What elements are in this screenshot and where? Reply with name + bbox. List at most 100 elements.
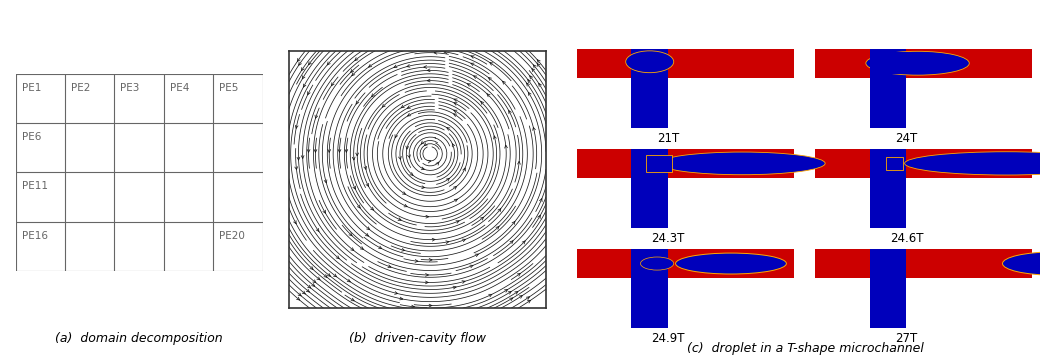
FancyArrowPatch shape bbox=[504, 290, 507, 292]
FancyArrowPatch shape bbox=[456, 221, 459, 223]
FancyArrowPatch shape bbox=[308, 92, 310, 95]
FancyArrowPatch shape bbox=[474, 76, 477, 79]
FancyArrowPatch shape bbox=[538, 60, 540, 63]
FancyArrowPatch shape bbox=[332, 83, 334, 86]
FancyArrowPatch shape bbox=[351, 248, 354, 251]
FancyArrowPatch shape bbox=[294, 221, 296, 224]
FancyArrowPatch shape bbox=[528, 92, 531, 95]
FancyArrowPatch shape bbox=[454, 114, 457, 117]
Ellipse shape bbox=[626, 51, 674, 73]
FancyArrowPatch shape bbox=[310, 266, 313, 269]
FancyArrowPatch shape bbox=[528, 80, 530, 83]
Ellipse shape bbox=[659, 152, 825, 175]
FancyArrowPatch shape bbox=[296, 297, 299, 300]
Text: (b)  driven-cavity flow: (b) driven-cavity flow bbox=[349, 332, 486, 345]
Ellipse shape bbox=[640, 257, 674, 270]
FancyArrowPatch shape bbox=[302, 76, 304, 79]
Text: PE11: PE11 bbox=[22, 181, 47, 191]
Text: 24.3T: 24.3T bbox=[651, 232, 685, 245]
Bar bbox=[815, 49, 1032, 78]
FancyArrowPatch shape bbox=[510, 241, 513, 244]
FancyArrowPatch shape bbox=[298, 293, 301, 296]
FancyArrowPatch shape bbox=[299, 62, 301, 65]
FancyArrowPatch shape bbox=[415, 260, 418, 262]
FancyArrowPatch shape bbox=[345, 149, 348, 152]
FancyArrowPatch shape bbox=[447, 128, 449, 130]
FancyArrowPatch shape bbox=[540, 199, 542, 202]
FancyArrowPatch shape bbox=[532, 127, 536, 130]
Bar bbox=[815, 249, 1032, 278]
FancyArrowPatch shape bbox=[454, 110, 457, 113]
FancyArrowPatch shape bbox=[422, 186, 424, 188]
Text: PE5: PE5 bbox=[219, 83, 238, 93]
Text: PE20: PE20 bbox=[219, 230, 245, 241]
FancyArrowPatch shape bbox=[295, 167, 297, 169]
FancyArrowPatch shape bbox=[421, 167, 424, 170]
FancyArrowPatch shape bbox=[476, 254, 479, 257]
FancyArrowPatch shape bbox=[365, 233, 369, 236]
Text: 24T: 24T bbox=[896, 132, 918, 145]
FancyArrowPatch shape bbox=[490, 62, 492, 65]
FancyArrowPatch shape bbox=[435, 51, 437, 54]
FancyArrowPatch shape bbox=[467, 84, 470, 86]
FancyArrowPatch shape bbox=[352, 73, 355, 76]
FancyArrowPatch shape bbox=[379, 246, 382, 249]
Ellipse shape bbox=[905, 152, 1050, 175]
FancyArrowPatch shape bbox=[353, 157, 355, 160]
FancyArrowPatch shape bbox=[308, 150, 310, 152]
FancyArrowPatch shape bbox=[395, 135, 398, 138]
FancyArrowPatch shape bbox=[454, 103, 457, 105]
FancyArrowPatch shape bbox=[334, 274, 337, 277]
FancyArrowPatch shape bbox=[512, 222, 514, 224]
FancyArrowPatch shape bbox=[303, 84, 306, 87]
FancyArrowPatch shape bbox=[412, 305, 415, 308]
FancyArrowPatch shape bbox=[401, 105, 404, 108]
Bar bbox=[815, 149, 1032, 178]
FancyArrowPatch shape bbox=[316, 228, 319, 232]
FancyArrowPatch shape bbox=[481, 217, 483, 220]
FancyArrowPatch shape bbox=[324, 180, 327, 183]
FancyArrowPatch shape bbox=[519, 295, 522, 298]
FancyArrowPatch shape bbox=[324, 275, 327, 277]
FancyArrowPatch shape bbox=[387, 265, 391, 267]
FancyArrowPatch shape bbox=[425, 281, 428, 284]
FancyArrowPatch shape bbox=[301, 67, 304, 71]
FancyArrowPatch shape bbox=[505, 145, 507, 148]
FancyArrowPatch shape bbox=[404, 204, 407, 207]
Ellipse shape bbox=[675, 253, 786, 274]
Text: PE4: PE4 bbox=[170, 83, 189, 93]
FancyArrowPatch shape bbox=[407, 113, 411, 116]
FancyArrowPatch shape bbox=[471, 56, 475, 58]
FancyArrowPatch shape bbox=[462, 281, 465, 283]
FancyArrowPatch shape bbox=[328, 149, 331, 152]
Text: PE3: PE3 bbox=[121, 83, 140, 93]
Text: PE1: PE1 bbox=[22, 83, 41, 93]
Bar bbox=[631, 149, 668, 228]
FancyArrowPatch shape bbox=[338, 149, 341, 152]
FancyArrowPatch shape bbox=[453, 286, 456, 289]
Text: 27T: 27T bbox=[896, 332, 918, 345]
FancyArrowPatch shape bbox=[301, 155, 304, 158]
FancyArrowPatch shape bbox=[364, 166, 366, 169]
FancyArrowPatch shape bbox=[309, 62, 311, 65]
FancyArrowPatch shape bbox=[446, 178, 449, 181]
FancyArrowPatch shape bbox=[532, 69, 534, 72]
FancyArrowPatch shape bbox=[463, 168, 465, 171]
FancyArrowPatch shape bbox=[407, 155, 411, 158]
FancyArrowPatch shape bbox=[488, 78, 491, 80]
FancyArrowPatch shape bbox=[372, 94, 375, 97]
FancyArrowPatch shape bbox=[527, 300, 530, 303]
FancyArrowPatch shape bbox=[471, 63, 474, 66]
FancyArrowPatch shape bbox=[508, 292, 511, 294]
FancyArrowPatch shape bbox=[395, 292, 398, 294]
FancyArrowPatch shape bbox=[518, 274, 521, 276]
FancyArrowPatch shape bbox=[533, 65, 537, 68]
FancyArrowPatch shape bbox=[527, 83, 529, 86]
FancyArrowPatch shape bbox=[356, 153, 358, 156]
Text: (a)  domain decomposition: (a) domain decomposition bbox=[56, 332, 223, 345]
FancyArrowPatch shape bbox=[494, 136, 497, 139]
FancyArrowPatch shape bbox=[360, 247, 363, 250]
FancyArrowPatch shape bbox=[394, 65, 397, 67]
FancyArrowPatch shape bbox=[421, 141, 424, 144]
FancyArrowPatch shape bbox=[313, 280, 316, 283]
